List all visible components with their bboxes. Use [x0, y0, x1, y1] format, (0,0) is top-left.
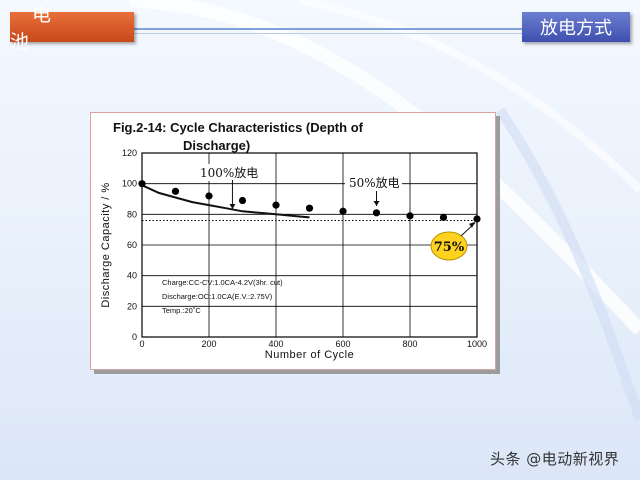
watermark: 头条 @电动新视界	[490, 450, 620, 468]
data-point	[439, 213, 448, 221]
chart-title-line2: Discharge)	[183, 138, 250, 153]
chart-panel: Fig.2-14: Cycle Characteristics (Depth o…	[90, 112, 496, 370]
x-tick-label: 1000	[467, 339, 487, 349]
chart-title: Fig.2-14: Cycle Characteristics (Depth o…	[113, 120, 364, 135]
section-tab-battery[interactable]: 电 池	[10, 4, 134, 53]
y-tick-label: 0	[132, 332, 137, 342]
data-point	[473, 215, 481, 223]
series-line-100	[141, 184, 310, 219]
header-rule-thin	[134, 33, 522, 34]
annotation-50-discharge: 50%放电	[349, 175, 400, 190]
x-tick-label: 600	[335, 339, 350, 349]
x-tick-label: 400	[268, 339, 283, 349]
data-point	[272, 201, 280, 209]
condition-text: Temp.:20˚C	[162, 306, 201, 315]
annotation-100-discharge: 100%放电	[200, 165, 258, 180]
data-point	[171, 187, 180, 195]
data-point	[205, 192, 213, 200]
data-point	[406, 212, 414, 220]
y-tick-label: 80	[127, 209, 137, 219]
y-tick-label: 20	[127, 301, 137, 311]
y-tick-label: 100	[122, 179, 137, 189]
x-tick-label: 800	[402, 339, 417, 349]
y-tick-label: 120	[122, 148, 137, 158]
header-rule	[134, 28, 522, 30]
y-axis-label: Discharge Capacity / %	[100, 182, 112, 307]
data-point	[238, 196, 247, 205]
x-tick-label: 0	[139, 339, 144, 349]
annotation-50-discharge-bg	[345, 174, 402, 191]
y-tick-label: 60	[127, 240, 137, 250]
y-tick-label: 40	[127, 271, 137, 281]
arrow-100-head	[229, 204, 236, 209]
condition-text: Discharge:OC:1.0CA(E.V.:2.75V)	[162, 292, 273, 301]
data-point	[305, 204, 314, 212]
data-point	[138, 180, 146, 188]
data-point	[339, 207, 347, 215]
x-axis-label: Number of Cycle	[265, 349, 354, 361]
badge-75-label: 75%	[434, 240, 465, 255]
condition-text: Charge:CC-CV:1.0CA-4.2V(3hr. cut)	[162, 278, 283, 287]
arrow-50-head	[373, 201, 380, 206]
annotation-100-discharge-bg	[196, 164, 264, 181]
cycle-characteristics-chart: Fig.2-14: Cycle Characteristics (Depth o…	[100, 120, 487, 361]
x-tick-label: 200	[201, 339, 216, 349]
data-point	[372, 209, 381, 217]
badge-arrow-head	[469, 221, 475, 228]
section-tab-discharge-mode[interactable]: 放电方式	[522, 12, 630, 42]
badge-75	[430, 231, 468, 261]
